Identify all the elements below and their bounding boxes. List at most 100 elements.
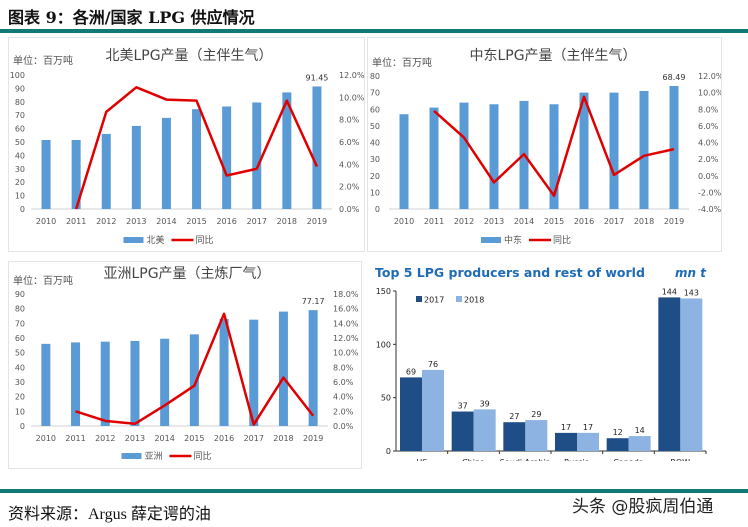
y2-tick-label: 2.0% bbox=[339, 183, 360, 192]
north-america-chart-panel: 北美LPG产量（主伴生气） 单位：百万吨 0 10 20 30 40 50 60 70 80 90 10… bbox=[8, 37, 365, 252]
x-tick-label: 2016 bbox=[214, 434, 234, 443]
bar bbox=[639, 90, 649, 209]
y-tick-label: 10 bbox=[15, 407, 25, 416]
y-tick-label: 150 bbox=[376, 287, 391, 296]
y2-tick-label: 0.0% bbox=[698, 172, 719, 181]
y-tick-label: 100 bbox=[376, 340, 391, 349]
unit-label: mn t bbox=[675, 266, 707, 280]
bottom-divider bbox=[0, 489, 748, 493]
data-label: 17 bbox=[583, 423, 593, 432]
bar bbox=[160, 338, 170, 426]
x-tick-label: 2019 bbox=[664, 217, 684, 226]
bar bbox=[192, 109, 202, 209]
middle-east-chart: 中东LPG产量（主伴生气） 单位：百万吨 0 10 20 30 40 50 60 70 80 -4.0… bbox=[370, 48, 724, 246]
bar bbox=[489, 104, 499, 209]
x-tick-label: 2012 bbox=[95, 434, 115, 443]
bar bbox=[101, 133, 111, 209]
bar bbox=[100, 341, 110, 426]
bar bbox=[252, 102, 262, 209]
legend-label: 同比 bbox=[553, 234, 571, 246]
data-label: 68.49 bbox=[663, 73, 686, 82]
x-tick-label: 2017 bbox=[247, 217, 267, 226]
unit-label: 单位：百万吨 bbox=[13, 54, 73, 67]
bar-2018 bbox=[680, 298, 703, 451]
legend-swatch-bar bbox=[481, 237, 501, 243]
legend-label: 亚洲 bbox=[145, 451, 163, 462]
y-tick-label: 20 bbox=[15, 393, 25, 402]
bar bbox=[282, 92, 292, 209]
unit-label: 单位：百万吨 bbox=[372, 56, 432, 69]
x-tick-label: 2016 bbox=[216, 217, 236, 226]
legend-label: 中东 bbox=[504, 234, 522, 246]
x-tick-label: 2013 bbox=[125, 434, 145, 443]
unit-label: 单位：百万吨 bbox=[13, 274, 73, 287]
y-tick-label: 40 bbox=[15, 151, 25, 160]
top-divider bbox=[0, 29, 748, 33]
y-tick-label: 80 bbox=[15, 98, 25, 107]
x-tick-label: US bbox=[416, 458, 427, 461]
top-producers-chart-panel: Top 5 LPG producers and rest of world mn … bbox=[368, 261, 744, 467]
x-tick-label: 2014 bbox=[154, 434, 174, 443]
bar bbox=[308, 310, 318, 426]
legend-label: 2017 bbox=[424, 296, 444, 305]
x-tick-label: 2017 bbox=[244, 434, 264, 443]
y-tick-label: 20 bbox=[15, 178, 25, 187]
bar-2018 bbox=[422, 369, 444, 451]
legend-label: 同比 bbox=[194, 450, 212, 462]
watermark: 头条 @股疯周伯通 bbox=[572, 497, 714, 517]
x-tick-label: 2013 bbox=[484, 217, 504, 226]
y2-tick-label: 4.0% bbox=[339, 160, 360, 169]
data-label: 144 bbox=[662, 287, 677, 296]
bar-2018 bbox=[577, 432, 599, 451]
data-label: 143 bbox=[684, 288, 699, 297]
data-label: 14 bbox=[635, 426, 645, 435]
bar bbox=[161, 117, 171, 209]
bar bbox=[130, 340, 140, 426]
x-tick-label: 2018 bbox=[273, 434, 293, 443]
bar bbox=[249, 319, 259, 426]
y-tick-label: 90 bbox=[15, 290, 25, 299]
asia-chart: 亚洲LPG产量（主炼厂气） 单位：百万吨 0 10 20 30 40 50 60 70 80 90 0.… bbox=[13, 266, 359, 462]
legend-swatch-bar bbox=[121, 453, 142, 459]
bar-2017 bbox=[451, 411, 474, 451]
bar bbox=[278, 311, 288, 426]
x-tick-label: 2011 bbox=[65, 434, 85, 443]
y2-tick-label: 8.0% bbox=[339, 116, 360, 125]
data-label: 77.17 bbox=[302, 297, 325, 306]
x-tick-label: ROW bbox=[670, 458, 690, 461]
bar bbox=[219, 318, 229, 426]
y-tick-label: 70 bbox=[370, 89, 380, 98]
bar bbox=[131, 125, 141, 209]
y-tick-label: 60 bbox=[15, 334, 25, 343]
x-tick-label: 2012 bbox=[96, 217, 116, 226]
bar bbox=[41, 139, 51, 209]
y2-tick-label: 10.0% bbox=[339, 93, 364, 102]
y2-tick-label: 4.0% bbox=[333, 393, 354, 402]
x-tick-label: 2016 bbox=[574, 217, 594, 226]
x-tick-label: 2014 bbox=[156, 217, 176, 226]
bar bbox=[71, 342, 81, 426]
x-tick-label: 2014 bbox=[514, 217, 534, 226]
x-tick-label: Russia bbox=[564, 458, 590, 461]
y-tick-label: 40 bbox=[15, 363, 25, 372]
y-tick-label: 90 bbox=[15, 84, 25, 93]
data-label: 17 bbox=[561, 423, 571, 432]
bar-2017 bbox=[400, 377, 422, 451]
legend-swatch-bar bbox=[123, 237, 144, 243]
y2-tick-label: 6.0% bbox=[698, 122, 719, 131]
bar bbox=[312, 86, 322, 209]
y2-tick-label: 10.0% bbox=[698, 89, 721, 98]
bar bbox=[549, 104, 559, 209]
x-tick-label: Canada bbox=[613, 458, 644, 461]
bar bbox=[222, 106, 232, 209]
bar bbox=[399, 114, 409, 209]
north-america-chart: 北美LPG产量（主伴生气） 单位：百万吨 0 10 20 30 40 50 60 70 80 90 10… bbox=[10, 48, 365, 246]
bar bbox=[189, 334, 199, 426]
legend-label: 同比 bbox=[196, 234, 214, 246]
y2-tick-label: 4.0% bbox=[698, 139, 719, 148]
chart-title: 北美LPG产量（主伴生气） bbox=[105, 48, 272, 64]
bar-2017 bbox=[503, 422, 526, 451]
y-tick-label: 60 bbox=[15, 125, 25, 134]
y-tick-label: 0 bbox=[386, 447, 391, 456]
source-note: 资料来源：Argus 薛定谔的油 bbox=[8, 506, 211, 523]
